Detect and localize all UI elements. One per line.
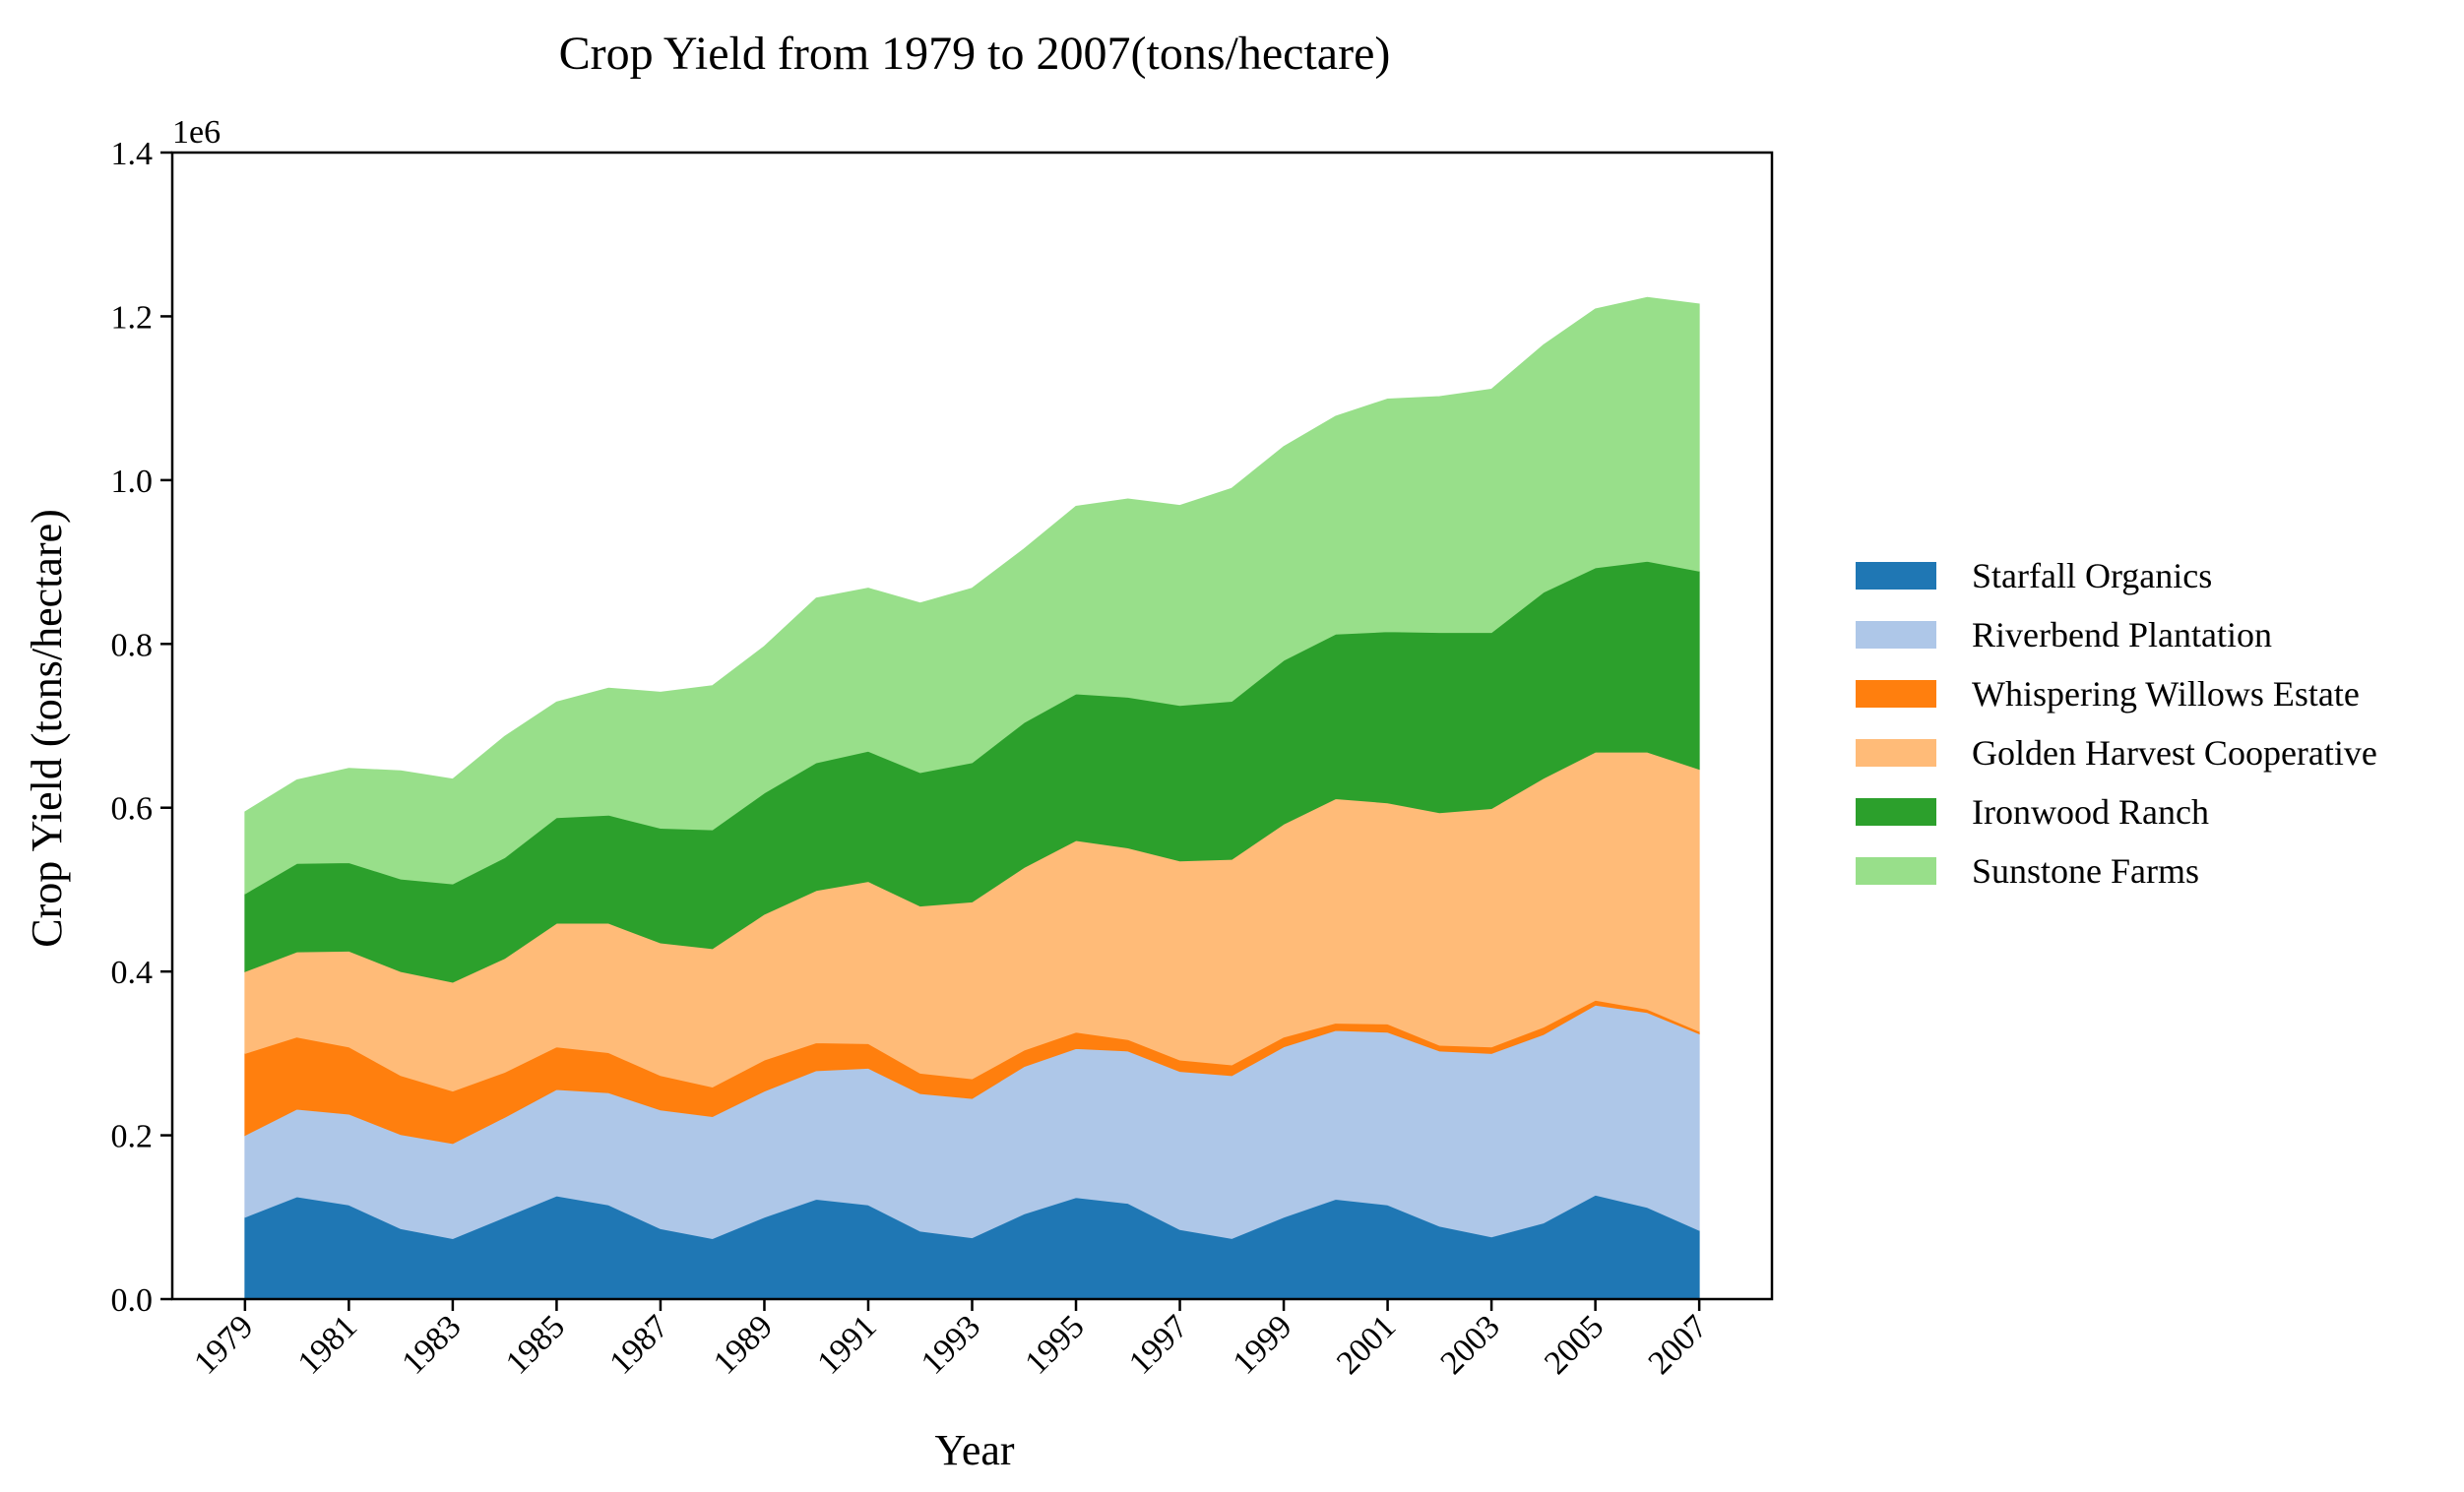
x-tick-label: 1997 xyxy=(1122,1308,1195,1381)
legend-swatch xyxy=(1856,857,1936,885)
legend-item-label: Sunstone Farms xyxy=(1972,851,2199,891)
x-tick-label: 1985 xyxy=(499,1308,572,1381)
x-tick-label: 2007 xyxy=(1642,1308,1715,1381)
y-tick-label: 0.8 xyxy=(111,627,154,663)
legend-swatch xyxy=(1856,562,1936,590)
y-tick-label: 1.0 xyxy=(111,464,154,500)
legend-swatch xyxy=(1856,621,1936,649)
legend-item-label: Golden Harvest Cooperative xyxy=(1972,733,2377,773)
y-tick-label: 0.6 xyxy=(111,791,154,828)
y-tick-label: 1.2 xyxy=(111,299,154,336)
y-tick-label: 1.4 xyxy=(111,136,154,172)
legend-item-label: Whispering Willows Estate xyxy=(1972,674,2360,714)
y-axis-label: Crop Yield (tons/hectare) xyxy=(23,509,71,948)
x-tick-label: 1993 xyxy=(915,1308,987,1381)
legend-item-label: Ironwood Ranch xyxy=(1972,792,2209,832)
y-tick-label: 0.0 xyxy=(111,1282,154,1319)
x-tick-label: 1991 xyxy=(810,1308,883,1381)
legend-swatch xyxy=(1856,798,1936,826)
legend-swatch xyxy=(1856,680,1936,708)
x-tick-label: 1981 xyxy=(291,1308,364,1381)
y-tick-label: 0.2 xyxy=(111,1119,154,1155)
x-axis-label: Year xyxy=(934,1426,1014,1474)
x-tick-label: 2005 xyxy=(1538,1308,1611,1381)
x-tick-label: 2001 xyxy=(1330,1308,1403,1381)
area-series-group xyxy=(244,296,1700,1300)
x-tick-label: 1989 xyxy=(707,1308,780,1381)
chart-title: Crop Yield from 1979 to 2007(tons/hectar… xyxy=(559,28,1391,80)
y-axis-offset-label: 1e6 xyxy=(172,114,221,151)
x-tick-label: 1999 xyxy=(1226,1308,1298,1381)
x-tick-label: 1995 xyxy=(1018,1308,1091,1381)
area-sunstone-farms xyxy=(244,296,1700,895)
x-tick-label: 1987 xyxy=(602,1308,675,1381)
x-tick-label: 1979 xyxy=(187,1308,260,1381)
x-tick-label: 1983 xyxy=(395,1308,468,1381)
y-tick-label: 0.4 xyxy=(111,955,154,991)
x-tick-label: 2003 xyxy=(1434,1308,1507,1381)
legend-item-label: Starfall Organics xyxy=(1972,556,2212,595)
legend-item-label: Riverbend Plantation xyxy=(1972,615,2272,654)
legend: Starfall Organics Riverbend Plantation Whi… xyxy=(1856,556,2377,891)
legend-swatch xyxy=(1856,739,1936,767)
